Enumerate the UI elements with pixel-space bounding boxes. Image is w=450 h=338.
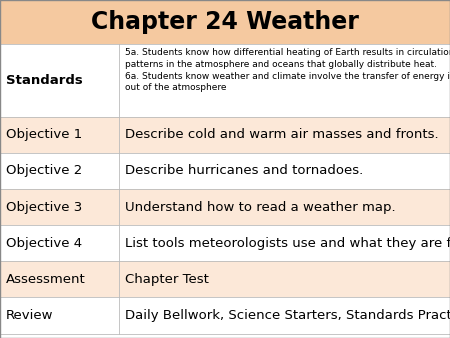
Text: Understand how to read a weather map.: Understand how to read a weather map. [125, 200, 396, 214]
Text: Daily Bellwork, Science Starters, Standards Practice: Daily Bellwork, Science Starters, Standa… [125, 309, 450, 322]
Text: Describe hurricanes and tornadoes.: Describe hurricanes and tornadoes. [125, 164, 364, 177]
Text: Review: Review [6, 309, 54, 322]
Bar [0, 261, 450, 297]
Text: Describe cold and warm air masses and fronts.: Describe cold and warm air masses and fr… [125, 128, 439, 141]
Text: 5a. Students know how differential heating of Earth results in circulation
patte: 5a. Students know how differential heati… [125, 48, 450, 92]
Bar [0, 225, 450, 261]
Text: List tools meteorologists use and what they are for.: List tools meteorologists use and what t… [125, 237, 450, 250]
Text: Objective 4: Objective 4 [6, 237, 82, 250]
Text: Chapter 24 Weather: Chapter 24 Weather [91, 10, 359, 34]
Bar [0, 189, 450, 225]
Bar [0, 44, 450, 117]
Text: Assessment: Assessment [6, 273, 86, 286]
Bar [0, 153, 450, 189]
Text: Standards: Standards [6, 74, 83, 87]
Bar [0, 117, 450, 153]
Bar [0, 297, 450, 334]
Bar [0, 0, 450, 44]
Text: Objective 2: Objective 2 [6, 164, 82, 177]
Text: Objective 3: Objective 3 [6, 200, 82, 214]
Text: Objective 1: Objective 1 [6, 128, 82, 141]
Text: Chapter Test: Chapter Test [125, 273, 209, 286]
